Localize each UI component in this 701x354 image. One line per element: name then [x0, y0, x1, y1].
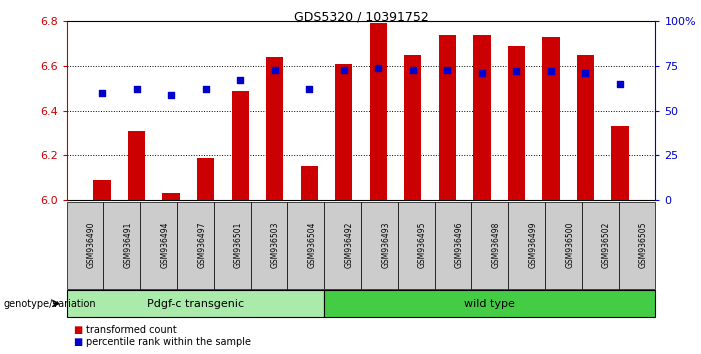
- Bar: [369, 23, 387, 200]
- Bar: [473, 35, 491, 200]
- Text: GSM936504: GSM936504: [308, 222, 317, 268]
- Text: ■: ■: [74, 325, 83, 335]
- Text: percentile rank within the sample: percentile rank within the sample: [86, 337, 251, 347]
- Bar: [439, 35, 456, 200]
- Point: [96, 90, 107, 96]
- Text: GSM936499: GSM936499: [529, 222, 538, 268]
- Point: [511, 68, 522, 74]
- Point: [442, 67, 453, 72]
- Text: GSM936505: GSM936505: [639, 222, 648, 268]
- Bar: [335, 64, 353, 200]
- Text: GSM936490: GSM936490: [87, 222, 96, 268]
- Text: wild type: wild type: [464, 298, 515, 309]
- Text: GSM936492: GSM936492: [344, 222, 353, 268]
- Text: transformed count: transformed count: [86, 325, 177, 335]
- Text: GDS5320 / 10391752: GDS5320 / 10391752: [294, 11, 428, 24]
- Text: GSM936496: GSM936496: [455, 222, 464, 268]
- Point: [304, 86, 315, 92]
- Bar: [266, 57, 283, 200]
- Bar: [508, 46, 525, 200]
- Text: GSM936498: GSM936498: [491, 222, 501, 268]
- Bar: [197, 158, 215, 200]
- Point: [407, 67, 418, 72]
- Text: GSM936491: GSM936491: [123, 222, 132, 268]
- Point: [269, 67, 280, 72]
- Bar: [163, 193, 179, 200]
- Text: GSM936495: GSM936495: [418, 222, 427, 268]
- Bar: [301, 166, 318, 200]
- Text: GSM936497: GSM936497: [197, 222, 206, 268]
- Text: genotype/variation: genotype/variation: [4, 298, 96, 309]
- Bar: [128, 131, 145, 200]
- Bar: [543, 37, 559, 200]
- Point: [580, 70, 591, 76]
- Text: GSM936494: GSM936494: [161, 222, 170, 268]
- Point: [338, 67, 349, 72]
- Point: [235, 78, 246, 83]
- Text: Pdgf-c transgenic: Pdgf-c transgenic: [147, 298, 244, 309]
- Text: GSM936503: GSM936503: [271, 222, 280, 268]
- Text: ■: ■: [74, 337, 83, 347]
- Text: GSM936500: GSM936500: [565, 222, 574, 268]
- Text: GSM936501: GSM936501: [234, 222, 243, 268]
- Point: [131, 86, 142, 92]
- Bar: [404, 55, 421, 200]
- Point: [373, 65, 384, 70]
- Bar: [611, 126, 629, 200]
- Point: [476, 70, 487, 76]
- Text: GSM936493: GSM936493: [381, 222, 390, 268]
- Text: GSM936502: GSM936502: [602, 222, 611, 268]
- Point: [615, 81, 626, 87]
- Bar: [577, 55, 594, 200]
- Bar: [93, 180, 111, 200]
- Point: [200, 86, 211, 92]
- Point: [165, 92, 177, 97]
- Point: [545, 68, 557, 74]
- Bar: [231, 91, 249, 200]
